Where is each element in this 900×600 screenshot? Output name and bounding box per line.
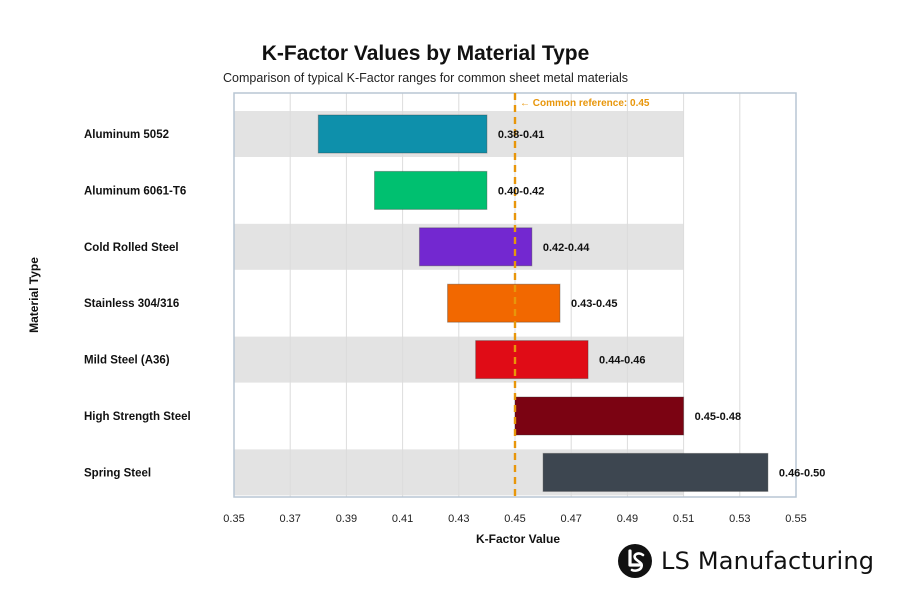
bar-value-label: 0.45-0.48	[695, 411, 741, 423]
range-bar	[418, 227, 533, 267]
chart-title: K-Factor Values by Material Type	[261, 42, 590, 65]
x-tick-label: 0.35	[223, 513, 244, 525]
range-bar	[542, 452, 769, 492]
ls-logo-icon	[618, 544, 652, 578]
x-tick-label: 0.45	[504, 513, 525, 525]
x-tick-label: 0.55	[785, 513, 806, 525]
x-tick-label: 0.43	[448, 513, 469, 525]
bar-value-label: 0.43-0.45	[571, 298, 617, 310]
y-axis-label: Material Type	[27, 257, 41, 333]
x-axis-label: K-Factor Value	[476, 532, 560, 546]
reference-label: ← Common reference: 0.45	[520, 98, 650, 109]
range-bar	[447, 283, 561, 323]
x-tick-label: 0.47	[560, 513, 581, 525]
chart-subtitle: Comparison of typical K-Factor ranges fo…	[222, 71, 629, 85]
category-label: Stainless 304/316	[84, 298, 179, 310]
bar-value-label: 0.44-0.46	[599, 355, 645, 367]
x-tick-label: 0.41	[392, 513, 413, 525]
brand-logo: LS Manufacturing	[617, 542, 874, 580]
bar-value-label: 0.38-0.41	[498, 129, 544, 141]
range-bar	[317, 114, 488, 154]
category-label: Mild Steel (A36)	[84, 355, 170, 367]
range-bar	[374, 170, 488, 210]
category-label: Spring Steel	[84, 467, 151, 479]
category-label: Aluminum 5052	[84, 129, 169, 141]
x-tick-label: 0.53	[729, 513, 750, 525]
bar-value-label: 0.46-0.50	[779, 467, 825, 479]
x-tick-label: 0.51	[673, 513, 694, 525]
x-tick-label: 0.37	[279, 513, 300, 525]
category-label: Cold Rolled Steel	[84, 242, 179, 254]
x-tick-label: 0.39	[336, 513, 357, 525]
range-bar	[514, 396, 685, 436]
bar-value-label: 0.42-0.44	[543, 242, 590, 254]
category-label: Aluminum 6061-T6	[84, 185, 186, 197]
brand-name: LS Manufacturing	[661, 547, 875, 575]
range-bar	[475, 340, 589, 380]
category-label: High Strength Steel	[84, 411, 191, 423]
bar-value-label: 0.40-0.42	[498, 185, 544, 197]
x-tick-label: 0.49	[617, 513, 638, 525]
